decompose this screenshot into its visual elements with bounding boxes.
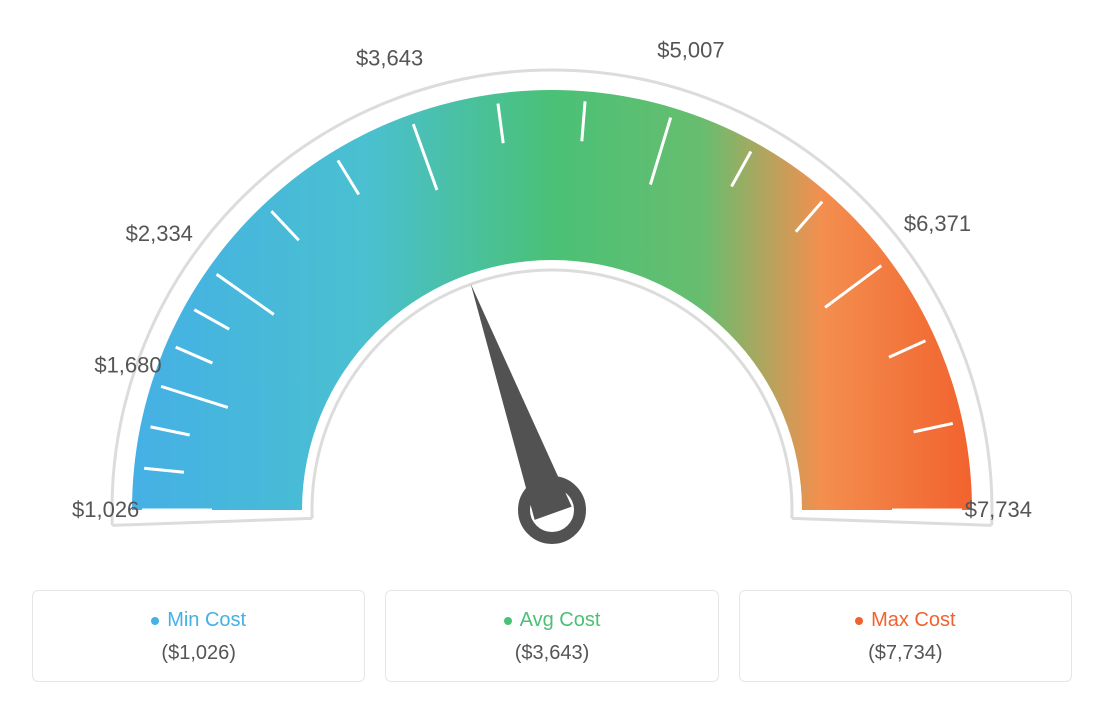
- legend-title-max: Max Cost: [855, 609, 955, 632]
- legend-title-text: Min Cost: [167, 609, 246, 632]
- legend-row: Min Cost ($1,026) Avg Cost ($3,643) Max …: [22, 590, 1082, 682]
- gauge-outline-cap: [792, 518, 992, 525]
- gauge-outline-cap: [112, 518, 312, 525]
- dot-icon: [151, 617, 159, 625]
- gauge-tick-label: $6,371: [904, 211, 971, 236]
- gauge-tick-label: $7,734: [965, 497, 1032, 522]
- legend-card-avg: Avg Cost ($3,643): [385, 590, 718, 682]
- legend-title-avg: Avg Cost: [504, 609, 601, 632]
- gauge-tick-label: $1,680: [94, 352, 161, 377]
- legend-value-min: ($1,026): [43, 642, 354, 665]
- legend-title-min: Min Cost: [151, 609, 246, 632]
- gauge-tick-label: $1,026: [72, 497, 139, 522]
- dot-icon: [504, 617, 512, 625]
- gauge-tick-label: $3,643: [356, 45, 423, 70]
- dot-icon: [855, 617, 863, 625]
- legend-title-text: Avg Cost: [520, 609, 601, 632]
- gauge-tick-label: $5,007: [657, 38, 724, 63]
- cost-gauge-chart: $1,026 $1,680 $2,334 $3,643 $5,007 $6,371 $7,7…: [22, 20, 1082, 682]
- gauge-arc: [132, 90, 972, 510]
- legend-value-max: ($7,734): [750, 642, 1061, 665]
- legend-value-avg: ($3,643): [396, 642, 707, 665]
- gauge-svg: $1,026 $1,680 $2,334 $3,643 $5,007 $6,371 $7,7…: [22, 20, 1082, 560]
- legend-card-max: Max Cost ($7,734): [739, 590, 1072, 682]
- legend-card-min: Min Cost ($1,026): [32, 590, 365, 682]
- gauge-tick-label: $2,334: [126, 221, 193, 246]
- legend-title-text: Max Cost: [871, 609, 955, 632]
